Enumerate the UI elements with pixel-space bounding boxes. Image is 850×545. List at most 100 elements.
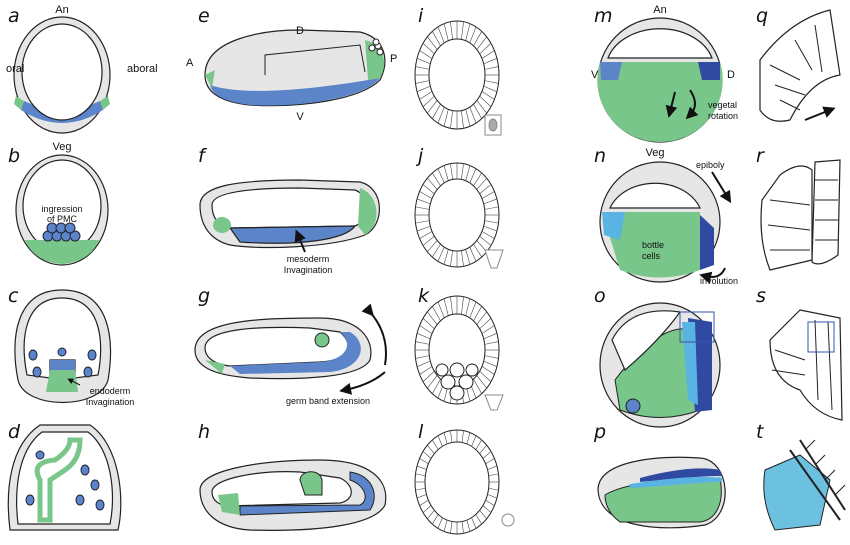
cell-wall <box>422 235 435 246</box>
cell-wall <box>469 168 477 184</box>
cell-wall <box>415 341 430 345</box>
cells <box>771 319 833 411</box>
cell-wall <box>471 435 477 447</box>
germ-band <box>239 471 375 516</box>
anterior <box>218 493 240 515</box>
cell-wall <box>432 243 441 258</box>
cell-wall <box>483 333 498 340</box>
cell-wall <box>422 505 432 513</box>
label: mesoderm <box>287 254 330 264</box>
panel-s <box>769 309 843 421</box>
cell-wall <box>422 95 435 107</box>
anterior <box>213 217 231 233</box>
cell-wall <box>475 439 482 450</box>
cell-wall <box>487 494 498 499</box>
panel-letters: a b c d e f g h i j k l m n o p q r s t <box>8 5 768 443</box>
cell-wall <box>473 378 482 394</box>
posterior <box>358 188 377 235</box>
blastocoel <box>607 28 713 59</box>
cell-wall <box>476 311 487 325</box>
cell-wall <box>482 451 492 459</box>
cell-wall <box>416 85 431 92</box>
cell-wall <box>481 91 495 100</box>
label: An <box>55 4 68 16</box>
cell-wall <box>479 318 492 330</box>
panel-letter: i <box>418 5 424 27</box>
epithelium <box>789 439 846 521</box>
mesoderm <box>210 78 380 106</box>
cell-wall <box>416 465 427 470</box>
panel-letter: f <box>198 145 208 167</box>
cell-wall <box>437 168 445 184</box>
cell-wall <box>450 163 453 180</box>
cell-wall <box>450 296 453 315</box>
panel-letter: t <box>756 421 765 443</box>
cell-wall <box>479 510 487 519</box>
panel-d <box>7 424 122 531</box>
cell-wall <box>427 178 438 190</box>
cell-wall <box>422 43 435 55</box>
label: D <box>296 25 304 37</box>
cell-wall <box>415 487 426 491</box>
yolk <box>204 326 349 367</box>
cell-wall <box>416 333 431 340</box>
cell-wall <box>481 50 495 59</box>
label: vegetal <box>708 100 737 110</box>
cell-wall <box>461 430 464 443</box>
cell-wall <box>450 21 453 40</box>
panel-q <box>759 9 841 122</box>
cell-wall <box>475 514 482 525</box>
yolk <box>211 187 367 229</box>
cell-wall <box>461 296 464 315</box>
panel-n <box>599 161 732 284</box>
cell-wall <box>419 231 433 239</box>
panel-b <box>15 154 109 266</box>
tissue <box>760 165 813 271</box>
panel-letter: k <box>418 285 430 307</box>
cell-wall <box>483 85 498 92</box>
pmc-cells <box>42 222 81 242</box>
cell-wall <box>443 298 449 316</box>
arrow <box>339 371 386 395</box>
yolk <box>264 44 366 75</box>
cell-wall <box>443 249 449 265</box>
cell-wall <box>415 355 430 359</box>
cell-wall <box>484 206 499 210</box>
cell-wall <box>481 231 495 239</box>
cell-wall <box>483 360 498 367</box>
label: endoderm <box>90 386 131 396</box>
cell-wall <box>476 36 487 50</box>
cell-wall <box>437 517 443 529</box>
cell-wall <box>437 26 445 44</box>
cell-wall <box>427 100 438 114</box>
cell-wall <box>473 306 482 322</box>
cell-wall <box>484 80 499 84</box>
cell-wall <box>479 445 487 454</box>
label: epiboly <box>696 160 725 170</box>
cell-wall <box>482 505 492 513</box>
cell-wall <box>476 375 487 389</box>
cell-wall <box>443 432 448 445</box>
panel-letter: p <box>593 421 606 443</box>
gut <box>34 437 83 523</box>
mesoderm <box>630 476 722 488</box>
cell-wall <box>437 246 445 262</box>
panel-t <box>763 439 846 531</box>
panel-letter: o <box>594 285 606 307</box>
panel-letter: g <box>198 285 210 307</box>
cell-wall <box>484 66 499 70</box>
cell-wall <box>488 473 499 477</box>
cell-wall <box>469 301 477 319</box>
cell-wall <box>483 58 498 65</box>
label: Veg <box>53 141 72 153</box>
label: D <box>727 69 735 81</box>
panel-letter: a <box>8 5 20 27</box>
cell-wall <box>484 355 499 359</box>
cell-wall <box>416 58 431 65</box>
anterior <box>205 360 225 374</box>
cell-wall <box>422 184 435 195</box>
panel-g <box>194 303 387 395</box>
epithelium <box>811 159 841 265</box>
inset-box <box>679 311 715 343</box>
cell-wall <box>479 43 492 55</box>
